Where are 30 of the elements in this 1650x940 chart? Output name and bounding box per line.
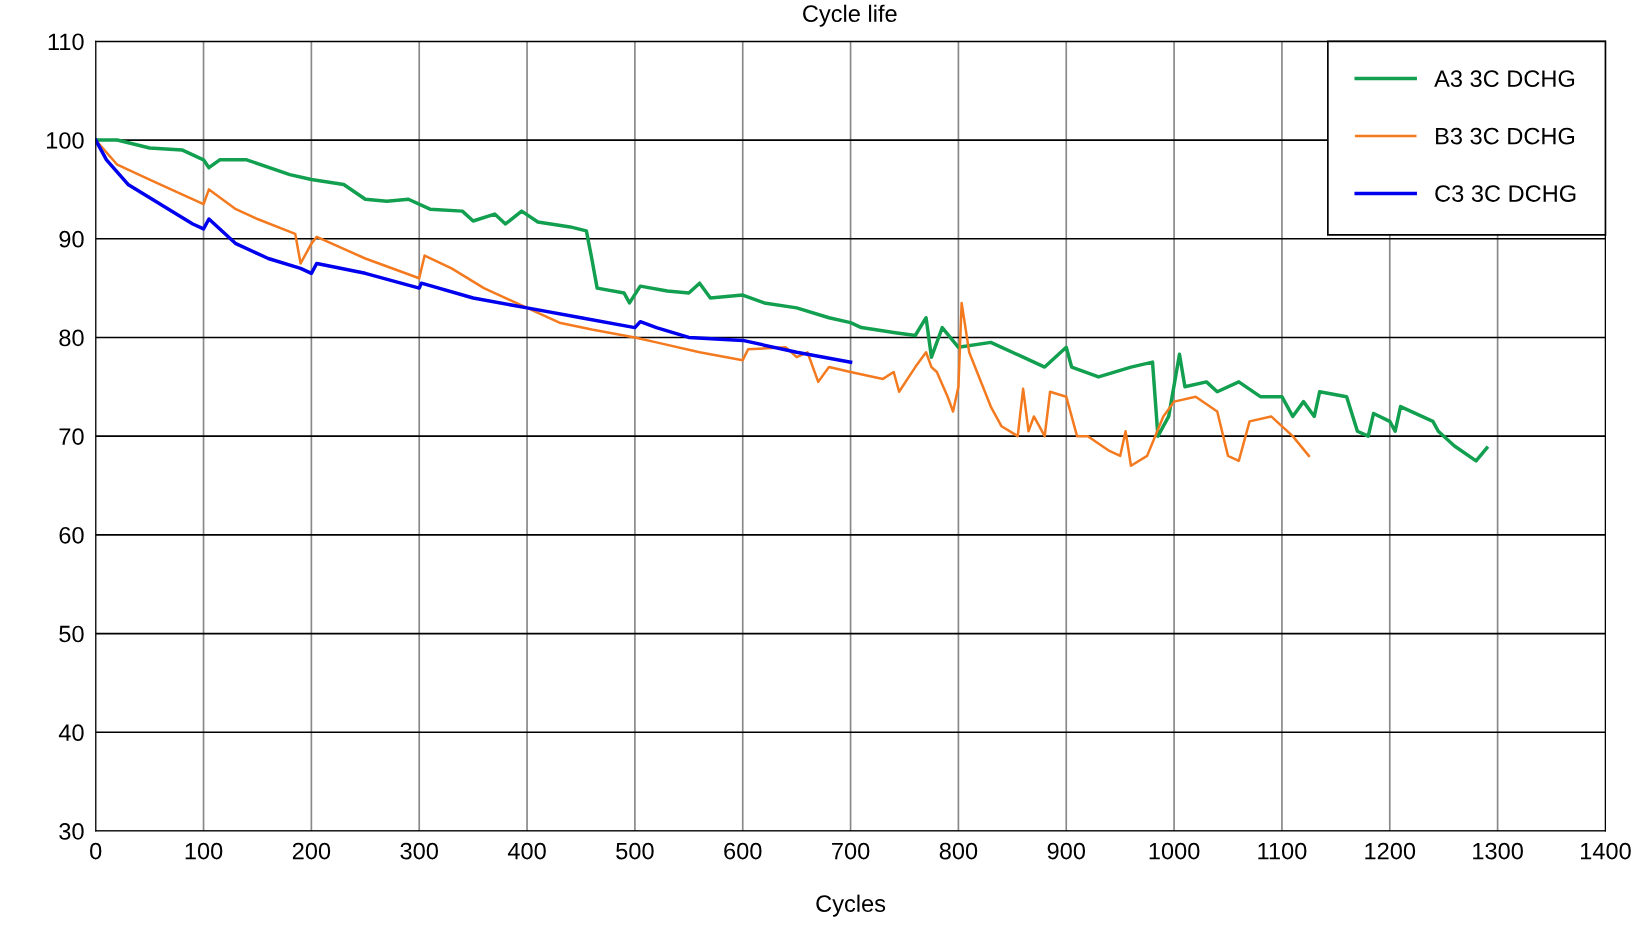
y-tick-label: 30 xyxy=(59,823,84,840)
x-tick-label: 1100 xyxy=(1258,842,1307,860)
x-tick-label: 100 xyxy=(185,842,223,860)
chart-title: Cycle life xyxy=(803,4,897,27)
y-tick-label: 100 xyxy=(47,132,84,149)
x-axis-title: Cycles xyxy=(816,894,886,917)
y-tick-label: 40 xyxy=(58,724,84,742)
y-tick-label: 50 xyxy=(59,625,84,643)
x-tick-label: 1300 xyxy=(1473,842,1523,860)
x-tick-label: 500 xyxy=(616,842,654,860)
y-tick-label: 90 xyxy=(59,230,84,248)
legend-label: C3 3C DCHG xyxy=(1435,185,1576,202)
y-tick-label: 80 xyxy=(59,329,84,347)
x-tick-label: 1200 xyxy=(1365,842,1416,860)
x-tick-label: 0 xyxy=(90,842,102,860)
legend-label: A3 3C DCHG xyxy=(1434,70,1575,88)
y-tick-label: 110 xyxy=(48,33,84,51)
x-tick-label: 800 xyxy=(939,842,978,860)
x-tick-label: 300 xyxy=(400,842,438,860)
x-tick-label: 200 xyxy=(292,842,331,860)
legend-label: B3 3C DCHG xyxy=(1436,127,1575,145)
y-tick-label: 70 xyxy=(59,428,84,445)
x-tick-label: 700 xyxy=(832,842,870,860)
x-tick-label: 600 xyxy=(724,842,762,860)
y-tick-label: 60 xyxy=(59,526,84,544)
x-tick-label: 400 xyxy=(507,842,546,860)
x-tick-label: 1000 xyxy=(1149,842,1200,860)
x-tick-label: 1400 xyxy=(1580,842,1631,860)
line-series xyxy=(95,138,853,364)
x-tick-label: 900 xyxy=(1047,842,1086,860)
